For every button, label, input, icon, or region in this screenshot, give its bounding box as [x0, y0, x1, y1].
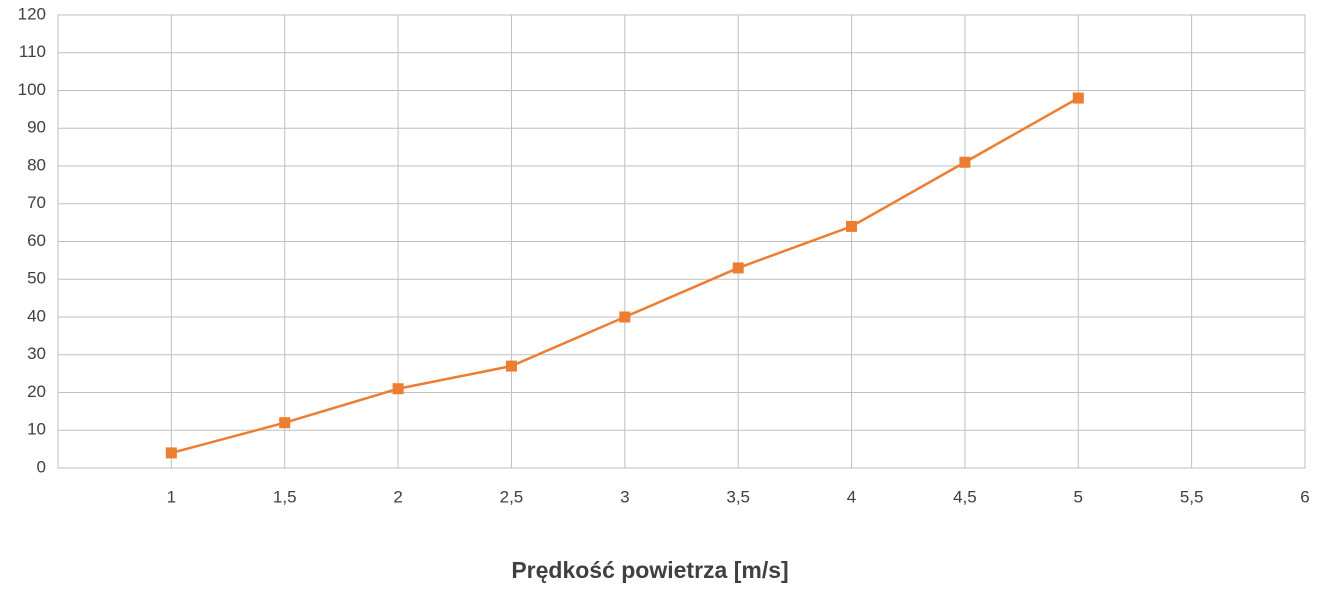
marker	[279, 417, 291, 429]
marker	[165, 447, 177, 459]
x-tick-label: 2,5	[500, 487, 524, 506]
marker	[619, 311, 631, 323]
x-axis-title: Prędkość powietrza [m/s]	[511, 557, 788, 583]
y-tick-label: 0	[37, 457, 46, 476]
marker	[959, 156, 971, 168]
y-tick-label: 70	[27, 193, 46, 212]
x-tick-label: 4	[847, 487, 856, 506]
y-tick-label: 20	[27, 382, 46, 401]
x-tick-label: 4,5	[953, 487, 977, 506]
y-tick-label: 10	[27, 420, 46, 439]
x-tick-label: 3	[620, 487, 629, 506]
y-tick-label: 90	[27, 118, 46, 137]
y-tick-label: 120	[18, 4, 46, 23]
x-tick-label: 2	[393, 487, 402, 506]
y-tick-label: 40	[27, 306, 46, 325]
y-tick-label: 50	[27, 269, 46, 288]
x-tick-label: 1,5	[273, 487, 297, 506]
x-tick-label: 5	[1074, 487, 1083, 506]
y-tick-label: 100	[18, 80, 46, 99]
marker	[846, 220, 858, 232]
y-tick-label: 80	[27, 155, 46, 174]
y-tick-label: 110	[19, 42, 46, 61]
marker	[1072, 92, 1084, 104]
x-tick-label: 6	[1300, 487, 1309, 506]
x-tick-label: 5,5	[1180, 487, 1204, 506]
x-tick-label: 3,5	[726, 487, 750, 506]
y-tick-label: 30	[27, 344, 46, 363]
marker	[392, 383, 404, 395]
x-tick-label: 1	[167, 487, 176, 506]
marker	[732, 262, 744, 274]
y-tick-label: 60	[27, 231, 46, 250]
marker	[505, 360, 517, 372]
